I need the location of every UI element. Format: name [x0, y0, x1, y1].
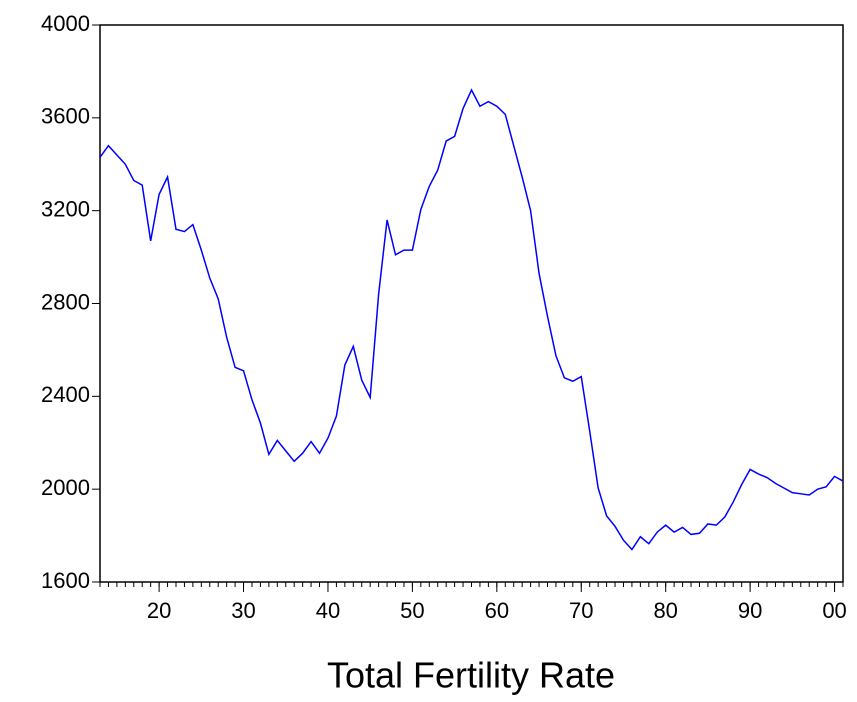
- x-tick-label: 20: [147, 598, 171, 623]
- x-tick-label: 50: [400, 598, 424, 623]
- y-tick-label: 3200: [41, 196, 90, 221]
- y-tick-label: 2400: [41, 382, 90, 407]
- x-tick-label: 30: [231, 598, 255, 623]
- x-tick-label: 00: [822, 598, 846, 623]
- y-tick-label: 2000: [41, 475, 90, 500]
- y-tick-label: 4000: [41, 11, 90, 36]
- plot-frame: [99, 24, 844, 583]
- y-tick-label: 3600: [41, 104, 90, 129]
- x-tick-label: 90: [738, 598, 762, 623]
- x-tick-label: 60: [485, 598, 509, 623]
- chart-title: Total Fertility Rate: [327, 655, 615, 696]
- data-line: [99, 88, 844, 551]
- x-tick-label: 80: [653, 598, 677, 623]
- y-tick-label: 2800: [41, 289, 90, 314]
- x-tick-label: 40: [316, 598, 340, 623]
- y-tick-label: 1600: [41, 568, 90, 593]
- x-tick-label: 70: [569, 598, 593, 623]
